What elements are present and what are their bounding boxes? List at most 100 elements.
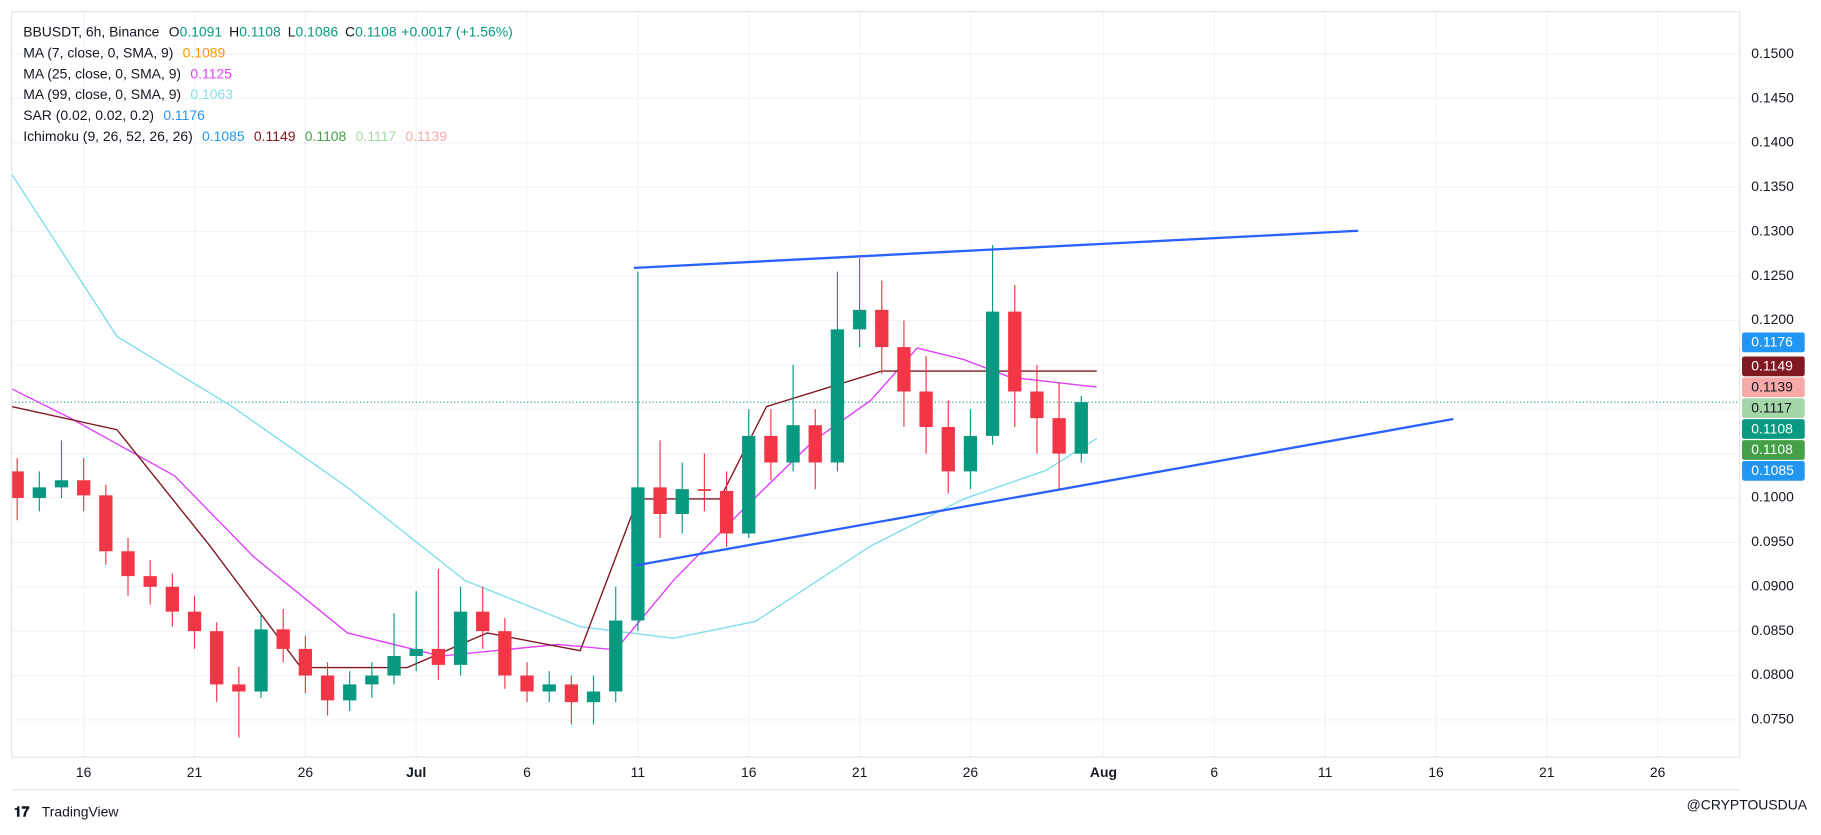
candle-body <box>165 586 180 612</box>
price-label-box <box>1742 440 1805 460</box>
candle-body <box>586 691 601 703</box>
candle-body <box>11 471 24 499</box>
change: +0.0017 (+1.56%) <box>401 23 512 39</box>
x-tick-label: 6 <box>523 764 531 780</box>
indicator-legend: MA (99, close, 0, SMA, 9) 0.1063 <box>23 86 233 102</box>
y-tick-label: 0.1450 <box>1751 89 1794 105</box>
candle-body <box>631 487 645 621</box>
ohlc-value: 0.1108 <box>355 23 397 39</box>
legend-header: BBUSDT, 6h, Binance O0.1091 H0.1108 L0.1086… <box>23 23 513 39</box>
indicator-value: 0.1117 <box>356 128 397 144</box>
y-tick-label: 0.1200 <box>1751 311 1794 327</box>
candle-body <box>1008 311 1022 392</box>
x-tick-label: Jul <box>406 764 426 780</box>
legend: BBUSDT, 6h, Binance O0.1091 H0.1108 L0.1086… <box>23 23 513 144</box>
x-tick-label: 11 <box>1318 764 1333 780</box>
x-tick-label: 21 <box>1539 764 1555 780</box>
indicator-legend: MA (7, close, 0, SMA, 9) 0.1089 <box>23 44 225 60</box>
ohlc-value: 0.1108 <box>239 23 281 39</box>
y-tick-label: 0.1000 <box>1751 489 1794 505</box>
plot-border <box>11 11 1741 758</box>
candle-body <box>919 391 933 428</box>
price-label: 0.1139 <box>1751 379 1793 395</box>
price-label-box <box>1742 377 1805 398</box>
x-tick-label: 26 <box>1650 764 1666 780</box>
candle-body <box>742 435 756 534</box>
x-tick-label: 16 <box>1428 764 1444 780</box>
indicator-legend: Ichimoku (9, 26, 52, 26, 26) 0.1085 0.1149… <box>23 128 447 144</box>
candle-body <box>719 490 734 534</box>
candle-body <box>564 684 579 703</box>
price-label: 0.1108 <box>1751 441 1793 457</box>
symbol: BBUSDT, 6h, Binance <box>23 23 159 39</box>
candle-body <box>520 675 534 692</box>
candle-body <box>786 425 800 463</box>
candle-body <box>542 684 556 692</box>
ohlc-key: L <box>288 23 296 39</box>
price-label-box <box>1742 356 1805 377</box>
candle-body <box>431 648 446 665</box>
branding: 𝟏𝟕 TradingView @CRYPTOUSDUA <box>14 797 1808 820</box>
y-tick-label: 0.1300 <box>1751 222 1794 238</box>
candle-body <box>852 309 867 330</box>
price-label-box <box>1742 419 1805 439</box>
price-label-box <box>1742 460 1805 481</box>
candle-body <box>675 489 689 514</box>
candle-body <box>764 435 778 463</box>
candle-body <box>897 347 911 392</box>
candle-body <box>320 675 335 701</box>
candle-body <box>343 684 357 701</box>
candle-body <box>387 656 401 676</box>
candle-body <box>875 309 889 348</box>
indicator-name: MA (25, close, 0, SMA, 9) <box>23 65 181 81</box>
ohlc-key: C <box>345 23 355 39</box>
y-tick-label: 0.1400 <box>1751 134 1794 150</box>
y-tick-label: 0.0800 <box>1751 666 1794 682</box>
candle-body <box>187 611 202 632</box>
candle-body <box>653 487 667 514</box>
indicator-legend: SAR (0.02, 0.02, 0.2) 0.1176 <box>23 107 205 123</box>
candle-body <box>985 311 1000 436</box>
indicator-value: 0.1063 <box>190 86 233 102</box>
plot-area <box>11 173 1740 738</box>
indicator-legend: MA (25, close, 0, SMA, 9) 0.1125 <box>23 65 232 81</box>
x-tick-label: Aug <box>1090 764 1117 780</box>
x-tick-label: 21 <box>187 764 203 780</box>
indicator-line <box>11 173 1098 639</box>
candle-body <box>276 629 290 649</box>
x-tick-label: 16 <box>741 764 757 780</box>
trend-line <box>635 417 1454 567</box>
x-tick-label: 6 <box>1210 764 1218 780</box>
watermark: @CRYPTOUSDUA <box>1687 797 1808 813</box>
candle-body <box>210 631 224 685</box>
candle-body <box>232 684 246 692</box>
candle-body <box>77 480 91 496</box>
candle-body <box>498 631 512 676</box>
x-tick-label: 21 <box>852 764 868 780</box>
indicator-line <box>11 347 1097 657</box>
price-label: 0.1176 <box>1751 334 1793 350</box>
ohlc-key: O <box>169 23 180 39</box>
candle-body <box>453 611 468 665</box>
x-tick-label: 11 <box>631 764 646 780</box>
axes: 0.0750 0.0800 0.0850 0.0900 0.0950 0.1000 0.10… <box>76 45 1805 780</box>
y-tick-label: 0.0850 <box>1751 622 1794 638</box>
price-label: 0.1085 <box>1751 462 1794 478</box>
indicator-name: SAR (0.02, 0.02, 0.2) <box>23 107 154 123</box>
indicator-name: MA (99, close, 0, SMA, 9) <box>23 86 181 102</box>
candle-body <box>1074 402 1088 454</box>
price-label: 0.1108 <box>1751 420 1793 436</box>
y-tick-label: 0.1250 <box>1751 267 1794 283</box>
tv-logo: 𝟏𝟕 <box>14 804 30 820</box>
candle-body <box>1052 418 1066 454</box>
indicator-value: 0.1125 <box>190 65 232 81</box>
trend-line <box>633 229 1359 270</box>
candle-body <box>963 435 978 472</box>
indicator-value: 0.1176 <box>163 107 205 123</box>
candle-body <box>697 489 712 491</box>
indicator-value: 0.1139 <box>405 128 447 144</box>
brand-text: TradingView <box>42 804 120 820</box>
indicator-value: 0.1149 <box>254 128 296 144</box>
